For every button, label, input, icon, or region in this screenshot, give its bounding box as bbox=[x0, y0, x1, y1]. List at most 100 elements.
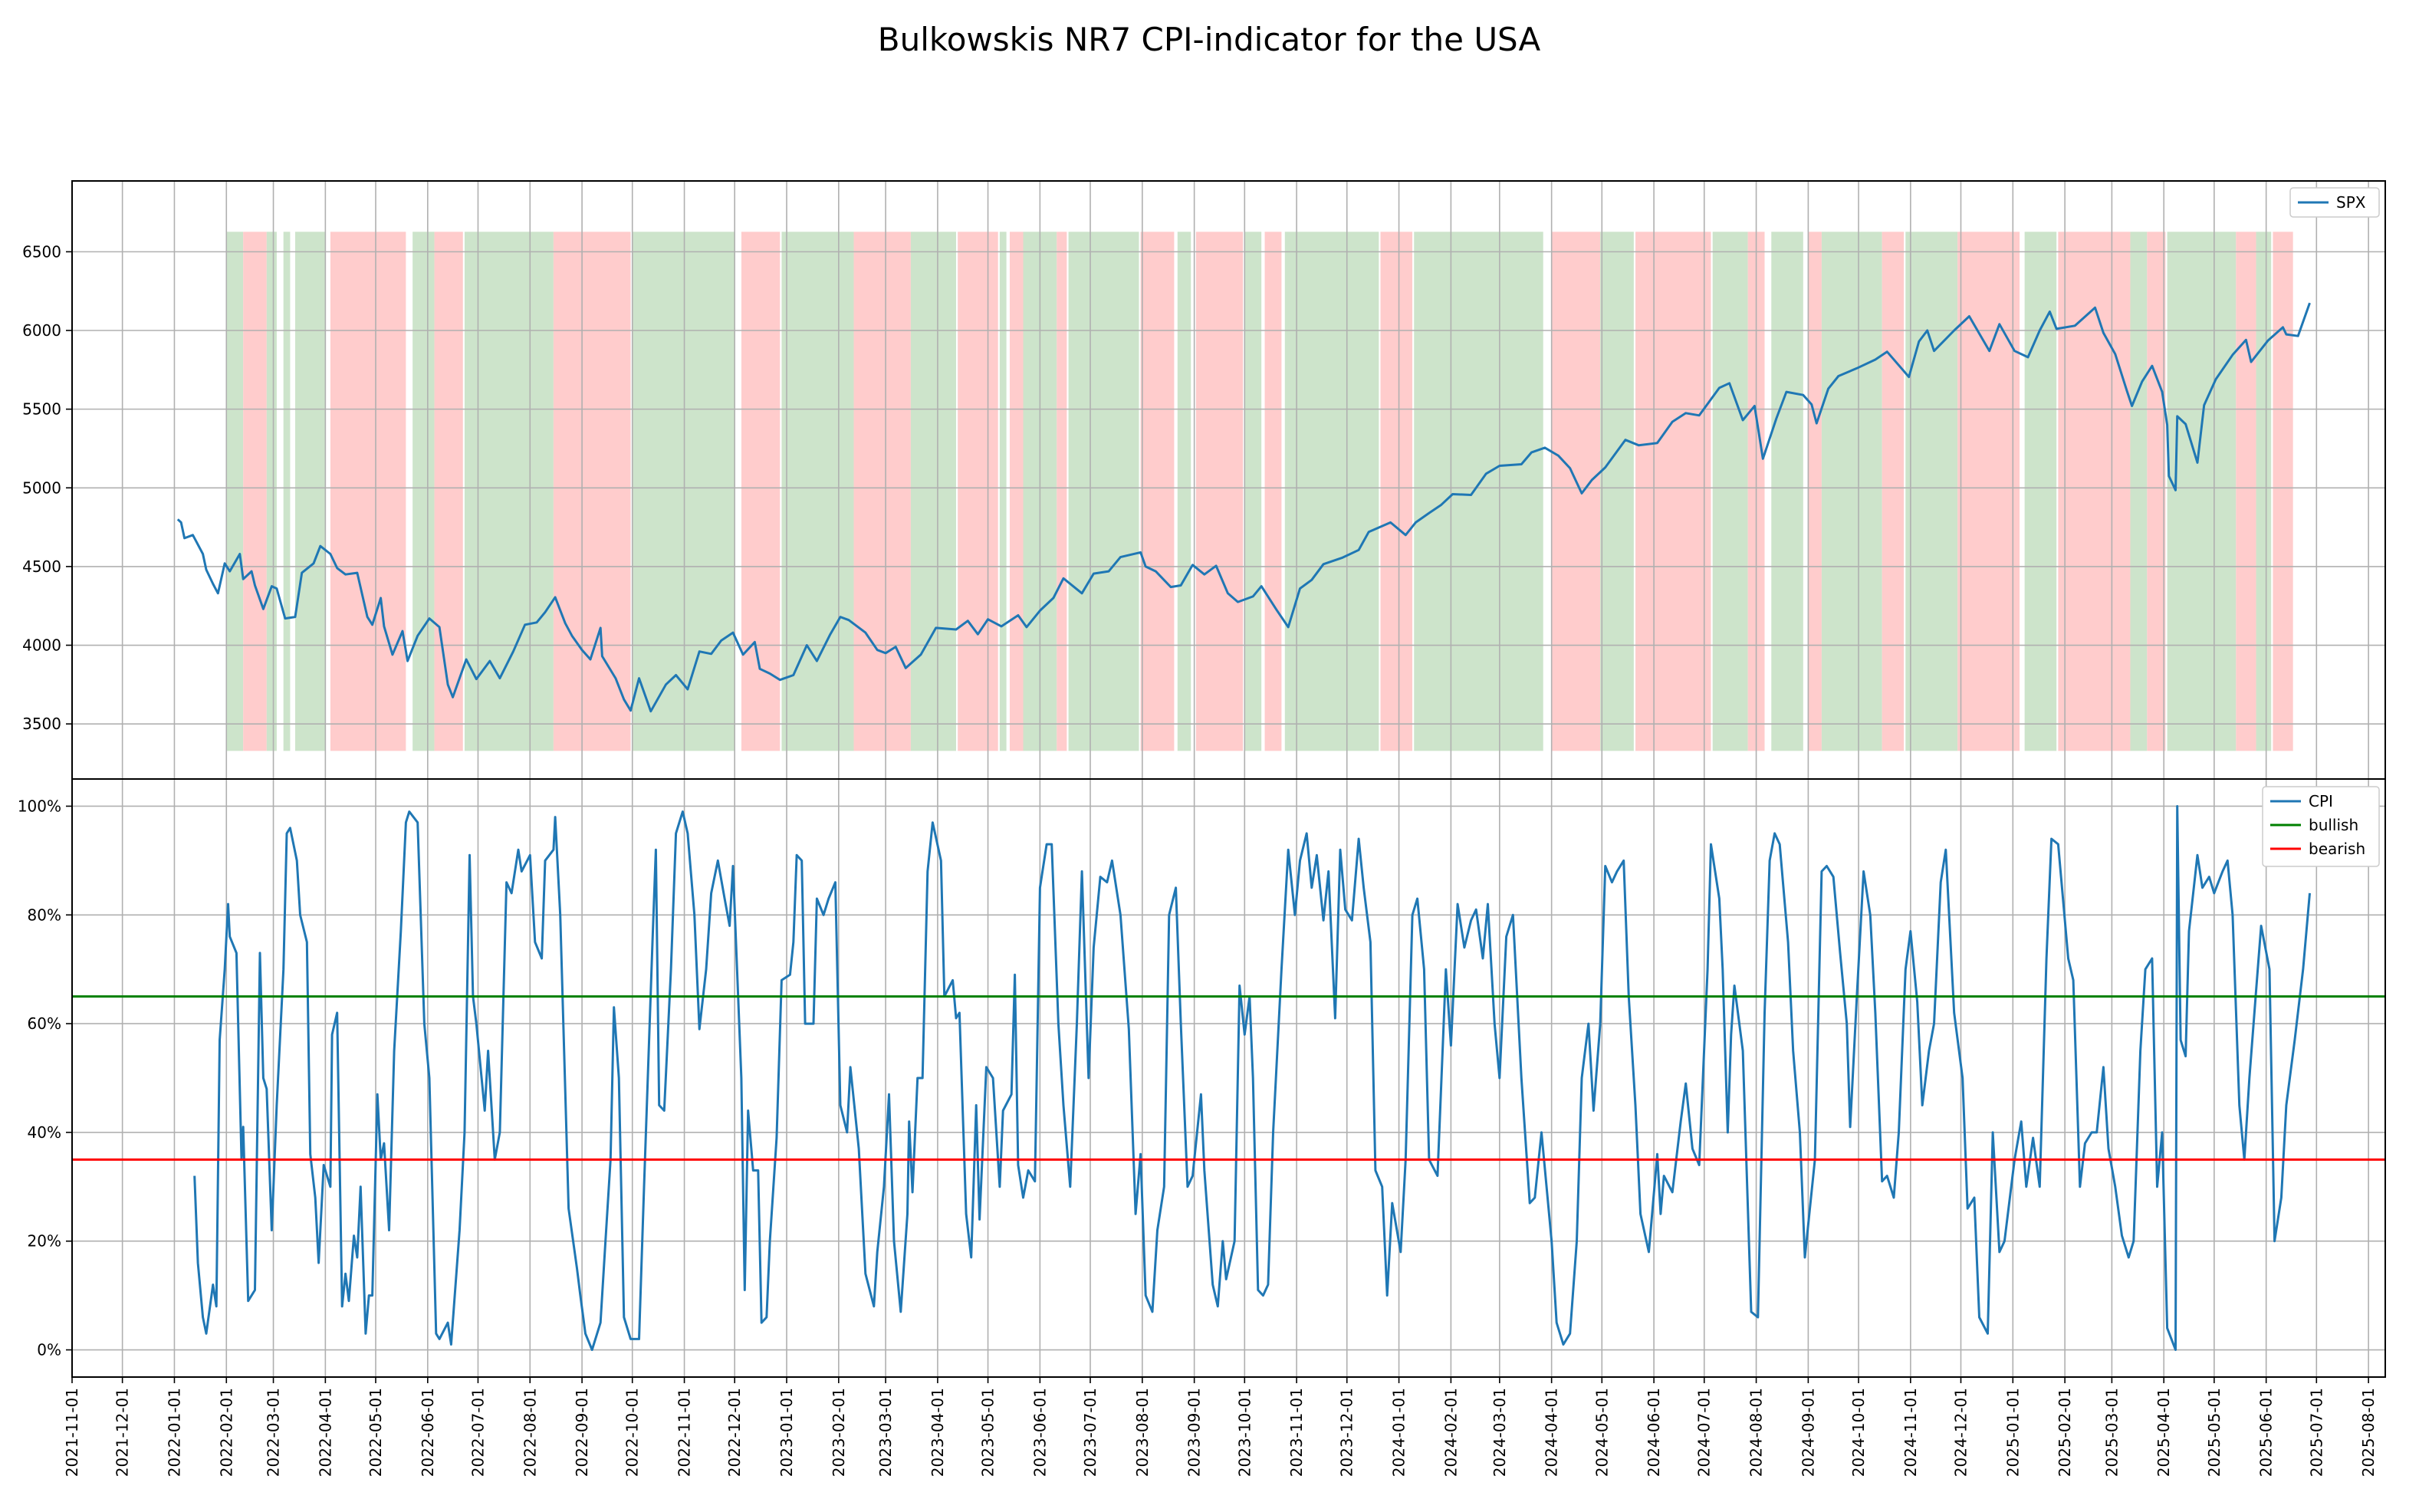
xtick-label-16: 2023-03-01 bbox=[876, 1388, 895, 1477]
xtick-label-22: 2023-09-01 bbox=[1185, 1388, 1204, 1477]
xtick-label-31: 2024-06-01 bbox=[1645, 1388, 1663, 1477]
cpi-legend: CPI bullish bearish bbox=[2262, 786, 2380, 867]
xtick-label-27: 2024-02-01 bbox=[1441, 1388, 1460, 1477]
spx-legend: SPX bbox=[2289, 187, 2380, 218]
xtick-label-17: 2023-04-01 bbox=[928, 1388, 947, 1477]
regime-span-bullish-44 bbox=[2167, 232, 2237, 751]
xtick-label-45: 2025-08-01 bbox=[2359, 1388, 2378, 1477]
bottom-ytick-label-0: 0% bbox=[37, 1341, 61, 1359]
xtick-label-36: 2024-11-01 bbox=[1901, 1388, 1920, 1477]
chart-title: Bulkowskis NR7 CPI-indicator for the USA bbox=[878, 21, 1541, 58]
xtick-label-44: 2025-07-01 bbox=[2307, 1388, 2325, 1477]
regime-span-bearish-39 bbox=[1957, 232, 2020, 751]
xtick-label-32: 2024-07-01 bbox=[1695, 1388, 1714, 1477]
regime-span-bearish-13 bbox=[853, 232, 911, 751]
regime-span-bearish-41 bbox=[2058, 232, 2131, 751]
xtick-label-42: 2025-05-01 bbox=[2205, 1388, 2223, 1477]
xtick-label-28: 2024-03-01 bbox=[1491, 1388, 1509, 1477]
regime-span-bullish-28 bbox=[1414, 232, 1543, 751]
spx-legend-box bbox=[2289, 187, 2380, 218]
regime-span-bearish-29 bbox=[1551, 232, 1601, 751]
regime-span-bullish-12 bbox=[781, 232, 854, 751]
xtick-label-24: 2023-11-01 bbox=[1287, 1388, 1306, 1477]
spx-legend-label: SPX bbox=[2336, 193, 2366, 212]
xtick-label-9: 2022-08-01 bbox=[521, 1388, 539, 1477]
xtick-label-13: 2022-12-01 bbox=[725, 1388, 744, 1477]
top-ytick-label-6: 6500 bbox=[22, 242, 61, 261]
xtick-label-25: 2023-12-01 bbox=[1338, 1388, 1356, 1477]
cpi-legend-box bbox=[2262, 786, 2380, 867]
xtick-label-19: 2023-06-01 bbox=[1030, 1388, 1049, 1477]
regime-span-bearish-43 bbox=[2147, 232, 2166, 751]
regime-span-bearish-7 bbox=[434, 232, 463, 751]
regime-span-bearish-27 bbox=[1380, 232, 1413, 751]
xtick-label-35: 2024-10-01 bbox=[1849, 1388, 1868, 1477]
regime-span-bearish-11 bbox=[741, 232, 781, 751]
regime-span-bullish-16 bbox=[999, 232, 1007, 751]
xtick-label-2: 2022-01-01 bbox=[165, 1388, 183, 1477]
regime-span-bearish-25 bbox=[1264, 232, 1282, 751]
regime-span-bullish-4 bbox=[294, 232, 326, 751]
regime-span-bearish-9 bbox=[553, 232, 631, 751]
regime-span-bearish-5 bbox=[330, 232, 406, 751]
regime-span-bearish-23 bbox=[1195, 232, 1244, 751]
xtick-label-14: 2023-01-01 bbox=[777, 1388, 796, 1477]
regime-span-bullish-8 bbox=[464, 232, 554, 751]
xtick-label-4: 2022-03-01 bbox=[265, 1388, 283, 1477]
regime-span-bullish-2 bbox=[266, 232, 277, 751]
xtick-label-40: 2025-03-01 bbox=[2102, 1388, 2121, 1477]
regime-span-bearish-1 bbox=[243, 232, 267, 751]
spx-panel: 3500 4000 4500 5000 5500 6000 6500 SPX bbox=[22, 180, 2386, 780]
regime-span-bullish-32 bbox=[1712, 232, 1748, 751]
bottom-ytick-label-5: 100% bbox=[18, 797, 61, 815]
regime-span-bearish-37 bbox=[1882, 232, 1905, 751]
xtick-label-10: 2022-09-01 bbox=[573, 1388, 591, 1477]
top-ytick-label-1: 4000 bbox=[22, 636, 61, 655]
xtick-label-8: 2022-07-01 bbox=[468, 1388, 487, 1477]
xtick-label-30: 2024-05-01 bbox=[1592, 1388, 1611, 1477]
xtick-label-11: 2022-10-01 bbox=[623, 1388, 642, 1477]
cpi-line bbox=[193, 805, 2311, 1351]
top-ytick-label-2: 4500 bbox=[22, 557, 61, 576]
xtick-label-7: 2022-06-01 bbox=[419, 1388, 437, 1477]
xtick-label-26: 2024-01-01 bbox=[1390, 1388, 1408, 1477]
xtick-label-33: 2024-08-01 bbox=[1747, 1388, 1766, 1477]
regime-span-bullish-38 bbox=[1905, 232, 1958, 751]
regime-span-bearish-15 bbox=[958, 232, 998, 751]
bottom-ytick-label-3: 60% bbox=[28, 1014, 61, 1033]
regime-span-bullish-14 bbox=[910, 232, 956, 751]
regime-span-bullish-3 bbox=[283, 232, 291, 751]
xtick-label-23: 2023-10-01 bbox=[1235, 1388, 1254, 1477]
regime-span-bearish-21 bbox=[1140, 232, 1175, 751]
xtick-label-21: 2023-08-01 bbox=[1133, 1388, 1152, 1477]
regime-span-bullish-22 bbox=[1177, 232, 1191, 751]
regime-span-bearish-31 bbox=[1635, 232, 1711, 751]
xtick-label-20: 2023-07-01 bbox=[1081, 1388, 1099, 1477]
regime-span-bullish-6 bbox=[412, 232, 435, 751]
xtick-label-3: 2022-02-01 bbox=[217, 1388, 235, 1477]
bottom-ytick-label-2: 40% bbox=[28, 1123, 61, 1142]
bottom-ytick-label-1: 20% bbox=[28, 1232, 61, 1251]
xtick-label-1: 2021-12-01 bbox=[113, 1388, 132, 1477]
xtick-label-29: 2024-04-01 bbox=[1543, 1388, 1561, 1477]
xtick-label-41: 2025-04-01 bbox=[2154, 1388, 2173, 1477]
regime-span-bullish-24 bbox=[1244, 232, 1262, 751]
xtick-label-18: 2023-05-01 bbox=[979, 1388, 998, 1477]
regime-span-bullish-36 bbox=[1821, 232, 1882, 751]
bottom-ytick-label-4: 80% bbox=[28, 906, 61, 924]
top-ytick-label-5: 6000 bbox=[22, 321, 61, 340]
xtick-label-6: 2022-05-01 bbox=[366, 1388, 385, 1477]
regime-span-bullish-30 bbox=[1600, 232, 1634, 751]
xtick-label-5: 2022-04-01 bbox=[316, 1388, 334, 1477]
bottom-axes-frame bbox=[71, 778, 2386, 1378]
xtick-label-34: 2024-09-01 bbox=[1799, 1388, 1817, 1477]
regime-span-bullish-42 bbox=[2130, 232, 2148, 751]
regime-span-bearish-19 bbox=[1057, 232, 1067, 751]
cpi-legend-label-1: bullish bbox=[2309, 816, 2358, 834]
xtick-label-15: 2023-02-01 bbox=[830, 1388, 848, 1477]
regime-span-bearish-35 bbox=[1808, 232, 1822, 751]
regime-span-bullish-46 bbox=[2256, 232, 2272, 751]
regime-span-bearish-47 bbox=[2273, 232, 2293, 751]
top-ytick-label-3: 5000 bbox=[22, 478, 61, 497]
